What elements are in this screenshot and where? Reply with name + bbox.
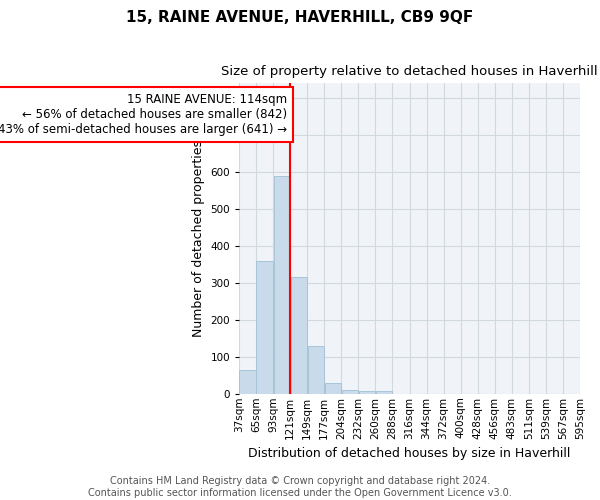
Bar [290, 278, 307, 394]
Title: Size of property relative to detached houses in Haverhill: Size of property relative to detached ho… [221, 65, 598, 78]
Bar [376, 391, 392, 394]
Text: 15 RAINE AVENUE: 114sqm
← 56% of detached houses are smaller (842)
43% of semi-d: 15 RAINE AVENUE: 114sqm ← 56% of detache… [0, 92, 287, 136]
Bar [239, 370, 256, 394]
Bar [274, 176, 290, 394]
Y-axis label: Number of detached properties: Number of detached properties [192, 140, 205, 337]
Bar [308, 346, 324, 394]
Text: 15, RAINE AVENUE, HAVERHILL, CB9 9QF: 15, RAINE AVENUE, HAVERHILL, CB9 9QF [127, 10, 473, 25]
Bar [359, 391, 375, 394]
Bar [342, 390, 358, 394]
X-axis label: Distribution of detached houses by size in Haverhill: Distribution of detached houses by size … [248, 447, 571, 460]
Bar [325, 384, 341, 394]
Bar [256, 260, 272, 394]
Text: Contains HM Land Registry data © Crown copyright and database right 2024.
Contai: Contains HM Land Registry data © Crown c… [88, 476, 512, 498]
